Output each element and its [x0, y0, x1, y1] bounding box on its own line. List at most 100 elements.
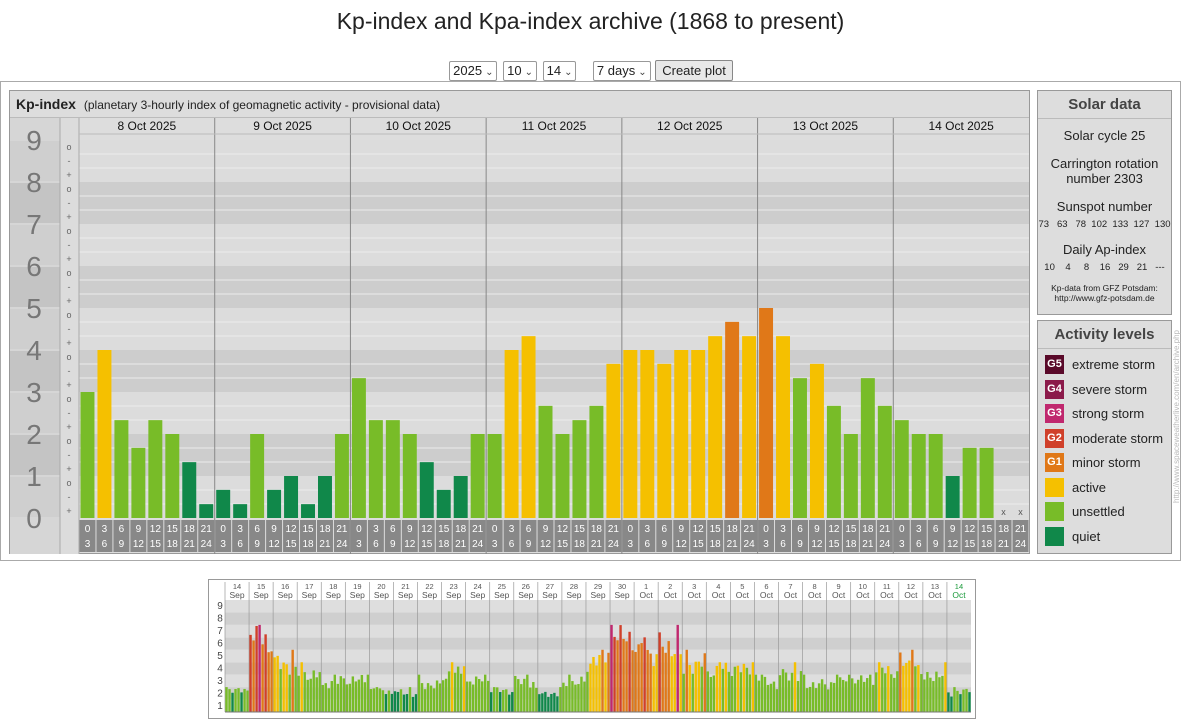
- overview-bar: [267, 652, 270, 712]
- overview-bar: [592, 656, 595, 712]
- overview-bar: [595, 665, 598, 712]
- overview-day: 18: [329, 582, 337, 591]
- overview-bar: [604, 662, 607, 712]
- day-select[interactable]: 14 ⌄: [542, 60, 577, 81]
- hour-start-label: 0: [85, 524, 91, 535]
- overview-bar: [826, 689, 830, 712]
- kp-bar: [877, 405, 892, 518]
- hour-start-label: 21: [336, 524, 348, 535]
- overview-bar: [697, 661, 700, 712]
- overview-bar: [823, 684, 827, 712]
- overview-bar: [444, 678, 448, 712]
- overview-day: 22: [425, 582, 433, 591]
- hour-start-label: 15: [302, 524, 314, 535]
- overview-bar: [402, 694, 406, 712]
- overview-bar: [390, 693, 394, 712]
- overview-bar: [805, 688, 809, 712]
- overview-bar: [417, 674, 421, 712]
- activity-level-label: unsettled: [1072, 504, 1125, 519]
- kp-bar: [284, 476, 299, 518]
- range-select[interactable]: 7 days ⌄: [592, 60, 651, 81]
- overview-day: 25: [498, 582, 506, 591]
- minor-mark: o: [66, 268, 71, 278]
- hour-cell: [130, 520, 147, 552]
- overview-bar: [769, 683, 773, 712]
- y-band-number: [10, 351, 60, 391]
- overview-bar: [465, 681, 469, 712]
- year-select[interactable]: 2025 ⌄: [449, 60, 498, 81]
- overview-month: Sep: [494, 590, 509, 600]
- overview-chart: 12345678914Sep15Sep16Sep17Sep18Sep19Sep2…: [209, 580, 975, 718]
- overview-bar: [649, 653, 652, 712]
- kp-bar: [589, 405, 604, 518]
- hour-start-label: 6: [661, 524, 667, 535]
- kp-panel-subtitle: (planetary 3-hourly index of geomagnetic…: [83, 98, 441, 112]
- hour-end-label: 15: [964, 539, 976, 550]
- overview-bar: [363, 682, 367, 712]
- day-label: 13 Oct 2025: [793, 119, 859, 133]
- hour-cell: [452, 520, 469, 552]
- overview-bar: [411, 696, 415, 712]
- hour-end-label: 6: [237, 539, 243, 550]
- hour-start-label: 18: [184, 524, 196, 535]
- hour-start-label: 15: [438, 524, 450, 535]
- kp-bar: [250, 434, 265, 518]
- overview-bar: [727, 671, 731, 712]
- hour-start-label: 0: [899, 524, 905, 535]
- hour-cell: [215, 520, 232, 552]
- overview-bar: [956, 690, 959, 712]
- hour-start-label: 21: [879, 524, 891, 535]
- y-tick-label: 9: [26, 125, 42, 156]
- overview-bar: [309, 678, 312, 712]
- overview-bar: [905, 662, 908, 712]
- overview-bar: [228, 689, 231, 712]
- hour-cell: [741, 520, 758, 552]
- overview-bar: [429, 685, 433, 712]
- hour-cell: [707, 520, 724, 552]
- month-select[interactable]: 10 ⌄: [503, 60, 537, 81]
- overview-bar: [634, 651, 637, 712]
- overview-bar: [721, 668, 725, 712]
- activity-level-3: G2 moderate storm: [1038, 427, 1171, 452]
- overview-bar: [965, 688, 968, 712]
- overview-bar: [881, 667, 884, 712]
- activity-level-5: active: [1038, 476, 1171, 501]
- overview-bar: [306, 679, 309, 712]
- minor-mark: -: [68, 366, 71, 376]
- create-plot-button[interactable]: Create plot: [655, 60, 733, 81]
- overview-bar: [514, 675, 517, 712]
- minor-mark: +: [66, 380, 71, 390]
- overview-day: 30: [618, 582, 626, 591]
- overview-bar: [932, 681, 935, 712]
- hour-cell: [350, 520, 367, 552]
- overview-panel[interactable]: 1 2 3 4 5 6 7 8 9 14 Sep 15 Sep 16 Sep 17 Sep 18 Sep 19 Sep 2…: [208, 579, 976, 719]
- overview-bar: [526, 674, 529, 712]
- overview-bar: [829, 682, 833, 712]
- overview-day: 8: [812, 582, 816, 591]
- kp-bar: [402, 434, 417, 518]
- overview-y-tick: 7: [217, 626, 223, 637]
- hour-end-label: 3: [628, 539, 634, 550]
- hour-cell: [79, 520, 96, 552]
- hour-end-label: 18: [438, 539, 450, 550]
- overview-bar: [321, 684, 324, 712]
- overview-month: Sep: [590, 590, 605, 600]
- overview-bar: [580, 676, 583, 712]
- overview-day: 27: [546, 582, 554, 591]
- overview-day: 9: [837, 582, 841, 591]
- overview-bar: [565, 686, 568, 712]
- overview-day: 28: [570, 582, 578, 591]
- overview-band: [225, 699, 971, 712]
- overview-bar: [535, 687, 538, 712]
- hour-cell: [401, 520, 418, 552]
- y-tick-label: 2: [26, 419, 42, 450]
- overview-month: Oct: [832, 590, 846, 600]
- overview-day: 1: [644, 582, 648, 591]
- kp-bar: [809, 363, 824, 518]
- carrington-label: Carrington rotation: [1050, 156, 1159, 171]
- overview-band: [225, 600, 971, 613]
- overview-band: [225, 649, 971, 663]
- overview-month: Oct: [856, 590, 870, 600]
- hour-start-label: 6: [526, 524, 532, 535]
- hour-cell: [825, 520, 842, 552]
